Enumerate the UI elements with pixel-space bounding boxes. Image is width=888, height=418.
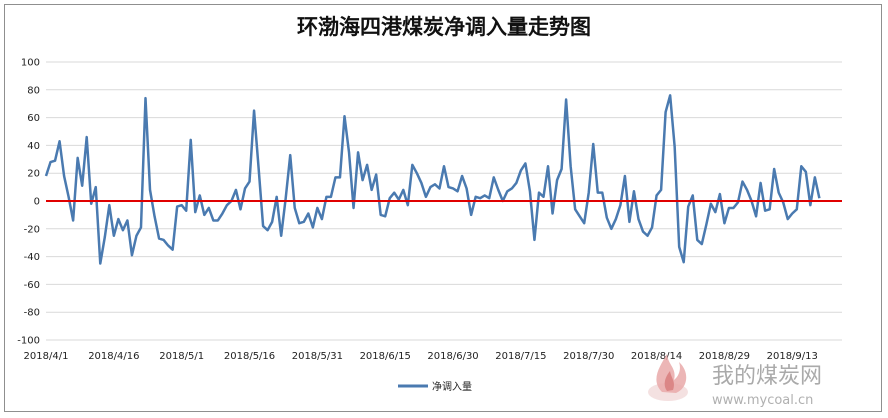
y-tick-label: -60 [24, 280, 40, 291]
x-tick-label: 2018/8/29 [699, 351, 750, 362]
series-layer [44, 94, 842, 265]
legend[interactable]: 净调入量 [398, 380, 472, 393]
y-tick-label: -40 [24, 252, 40, 263]
x-tick-label: 2018/5/16 [224, 351, 275, 362]
y-tick-label: 100 [21, 58, 40, 69]
y-tick-label: -20 [24, 224, 40, 235]
watermark: 我的煤炭网 www.mycoal.cn [648, 354, 822, 408]
y-tick-label: 40 [27, 141, 40, 152]
x-axis-ticks: 2018/4/1 2018/4/16 2018/5/1 2018/5/16 2018/5… [24, 351, 818, 362]
x-tick-label: 2018/7/30 [563, 351, 614, 362]
x-tick-label: 2018/4/16 [88, 351, 139, 362]
x-tick-label: 2018/7/15 [495, 351, 546, 362]
y-tick-label: -100 [17, 336, 40, 347]
x-tick-label: 2018/6/30 [427, 351, 478, 362]
chart-title: 环渤海四港煤炭净调入量走势图 [297, 14, 591, 39]
watermark-site-en: www.mycoal.cn [712, 393, 813, 408]
watermark-site-cn: 我的煤炭网 [712, 364, 822, 389]
y-tick-label: 20 [27, 169, 40, 180]
legend-label: 净调入量 [432, 380, 472, 393]
y-axis-ticks: 100 80 60 40 20 0 -20 -40 -60 -80 -100 [17, 58, 40, 347]
x-tick-label: 2018/4/1 [24, 351, 69, 362]
flame-logo-icon [648, 354, 688, 401]
y-tick-label: 60 [27, 113, 40, 124]
y-tick-label: 80 [27, 85, 40, 96]
x-tick-label: 2018/8/14 [631, 351, 682, 362]
chart-frame [4, 4, 882, 412]
y-tick-label: 0 [34, 197, 40, 208]
y-tick-label: -80 [24, 308, 40, 319]
x-tick-label: 2018/5/1 [159, 351, 204, 362]
x-tick-label: 2018/9/13 [767, 351, 818, 362]
series-line [44, 94, 821, 265]
x-tick-label: 2018/6/15 [360, 351, 411, 362]
x-tick-label: 2018/5/31 [292, 351, 343, 362]
